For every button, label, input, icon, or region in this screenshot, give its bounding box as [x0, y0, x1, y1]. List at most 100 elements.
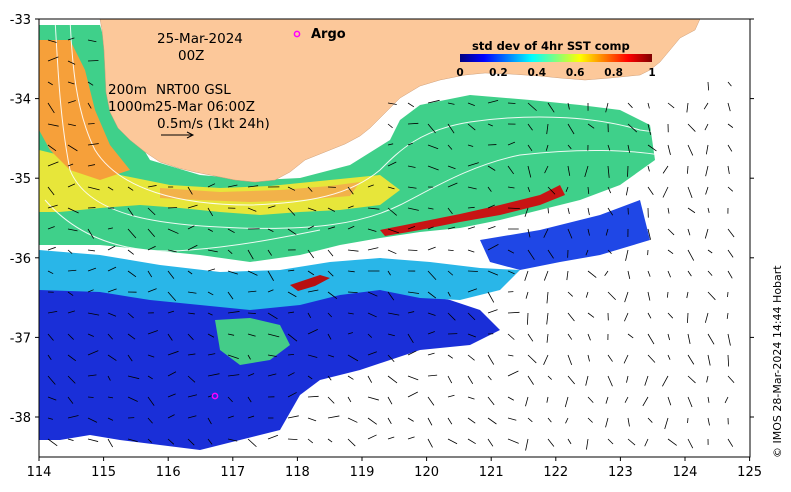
current-vector — [607, 207, 614, 216]
current-vector — [407, 391, 418, 398]
current-vector — [387, 207, 397, 216]
current-vector — [387, 102, 397, 105]
current-vector — [687, 186, 693, 199]
current-vector — [247, 354, 251, 360]
current-vector — [227, 291, 234, 300]
current-vector — [566, 270, 569, 281]
current-vector — [47, 39, 57, 43]
current-vector — [47, 204, 58, 209]
current-vector — [387, 436, 395, 440]
current-vector — [667, 333, 671, 341]
current-vector — [525, 396, 529, 407]
current-vector — [187, 312, 195, 315]
current-vector — [447, 375, 453, 384]
current-vector — [527, 417, 533, 423]
current-vector — [704, 123, 709, 131]
current-vector — [727, 270, 733, 279]
current-vector — [367, 247, 379, 251]
current-vector — [704, 228, 709, 239]
current-vector — [687, 312, 689, 323]
current-vector — [187, 244, 198, 251]
current-vector — [407, 165, 416, 168]
current-vector — [127, 186, 134, 191]
current-vector — [667, 438, 677, 446]
current-vector — [585, 291, 589, 298]
lon-tick-label: 116 — [156, 465, 181, 480]
current-source-label: NRT00 GSL — [156, 82, 231, 98]
current-vector — [67, 291, 74, 296]
current-vector — [547, 249, 554, 259]
current-vector — [647, 291, 651, 301]
current-vector — [327, 249, 334, 257]
current-vector — [707, 333, 715, 345]
current-vector — [127, 312, 134, 319]
current-vector — [47, 102, 55, 114]
current-vector — [627, 333, 634, 339]
current-vector — [687, 438, 694, 449]
current-vector — [564, 396, 569, 408]
current-vector — [666, 291, 669, 298]
current-vector — [447, 291, 451, 297]
colorbar-tick-label: 0.2 — [489, 67, 508, 79]
current-vector — [727, 186, 734, 192]
current-vector — [427, 144, 439, 150]
lon-tick-label: 122 — [543, 465, 568, 480]
current-vector — [67, 37, 75, 41]
current-vector — [327, 333, 332, 340]
current-vector — [247, 207, 257, 212]
current-vector — [447, 123, 455, 134]
current-vector — [727, 354, 730, 367]
current-vector — [604, 270, 609, 276]
current-vector — [567, 144, 572, 150]
current-vector — [667, 354, 671, 360]
vector-scale-arrow — [161, 131, 195, 139]
current-vector — [487, 375, 492, 381]
current-vector — [687, 165, 689, 174]
current-vector — [67, 207, 79, 214]
current-vector — [625, 249, 629, 261]
current-vector — [407, 436, 415, 440]
current-vector — [227, 438, 238, 442]
current-vector — [347, 375, 354, 380]
current-vector — [107, 227, 113, 230]
current-vector — [147, 438, 152, 443]
map-panel[interactable] — [39, 19, 750, 457]
current-vector — [67, 415, 79, 419]
current-vector — [467, 162, 479, 167]
current-vector — [727, 123, 734, 128]
argo-float-marker[interactable] — [211, 392, 219, 400]
current-vector — [567, 291, 573, 297]
current-vector — [567, 375, 575, 385]
current-vector — [587, 270, 597, 278]
current-vector — [407, 375, 419, 381]
current-vector — [447, 144, 453, 150]
current-vector — [287, 228, 297, 235]
colorbar-ticks: 0 0.2 0.4 0.6 0.8 1 — [456, 67, 655, 79]
colorbar-tick-label: 0.6 — [566, 67, 585, 79]
current-vector — [427, 331, 435, 335]
current-vector — [705, 186, 709, 195]
lon-tick-label: 123 — [608, 465, 633, 480]
current-vector — [247, 312, 256, 314]
current-vector — [427, 291, 437, 299]
current-vector — [287, 186, 296, 191]
current-vector — [624, 396, 629, 403]
current-vector — [367, 375, 373, 383]
current-vector — [567, 123, 575, 135]
current-vector — [647, 228, 651, 240]
current-vector — [587, 354, 590, 362]
current-vector — [627, 270, 631, 279]
current-vector — [726, 312, 729, 319]
current-vector — [287, 207, 296, 216]
current-vector — [547, 438, 555, 447]
current-vector — [287, 353, 295, 356]
current-vector — [107, 186, 114, 191]
current-vector — [147, 228, 156, 238]
current-vector — [667, 144, 671, 155]
vector-scale-label: 0.5m/s (1kt 24h) — [157, 116, 270, 132]
current-vector — [227, 374, 240, 377]
current-vector — [67, 60, 76, 65]
argo-legend-label: Argo — [311, 27, 346, 42]
current-vector — [307, 395, 319, 398]
current-vector — [447, 182, 458, 188]
